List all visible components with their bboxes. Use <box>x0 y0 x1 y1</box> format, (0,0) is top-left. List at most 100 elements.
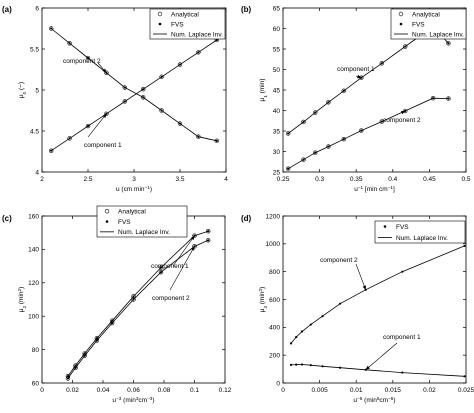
y-tick-label: 120 <box>28 280 39 287</box>
y-tick-label: 35 <box>273 128 281 135</box>
x-tick-label: 0.005 <box>311 387 328 394</box>
legend-marker-fvs <box>158 22 162 26</box>
annotation-arrowhead <box>357 74 362 79</box>
annotation-label: component 1 <box>337 66 375 73</box>
data-point-analytical <box>341 137 346 142</box>
y-tick-label: 5 <box>35 87 39 94</box>
y-axis-label: μ1 (min) <box>259 79 268 102</box>
data-point-fvs <box>123 86 126 89</box>
annotation-arrowhead <box>102 68 107 73</box>
data-point-analytical <box>341 88 346 94</box>
data-point-analytical <box>104 111 109 116</box>
panel-label: (c) <box>2 214 12 223</box>
panel-b: (b) 0.25 0.3 0.35 0.4 0.45 0.5 25 30 35 40 45 50 55 60… <box>241 5 471 193</box>
data-point-analytical <box>177 62 183 67</box>
data-point-fvs <box>159 271 163 274</box>
legend: Analytical FVS Num. Laplace Inv. <box>96 205 188 238</box>
annotation-arrowhead <box>400 110 406 115</box>
legend-box <box>374 220 466 244</box>
y-tick-label: 40 <box>273 108 281 115</box>
data-point-fvs <box>342 138 345 141</box>
panel-label: (b) <box>241 5 252 14</box>
data-point-analytical <box>158 265 164 270</box>
x-tick-label: 0.02 <box>423 387 436 394</box>
legend-label: Num. Laplace Inv. <box>118 229 170 236</box>
annotation-arrowhead <box>365 365 370 370</box>
data-point-fvs <box>207 230 210 233</box>
y-tick-label: 160 <box>28 213 39 220</box>
y-tick-label: 1200 <box>266 213 281 220</box>
x-tick-label: 0.04 <box>97 387 110 394</box>
data-point-fvs <box>86 124 90 128</box>
data-point-fvs <box>380 120 383 123</box>
legend-label: Num. Laplace Inv. <box>396 235 448 242</box>
data-point-analytical <box>159 74 164 80</box>
data-point-fvs <box>74 366 77 369</box>
y-tick-label: 200 <box>269 352 280 359</box>
data-point-analytical <box>48 26 54 31</box>
data-point-analytical <box>73 365 78 371</box>
series-line-2 <box>50 28 217 142</box>
series-line-2 <box>291 364 465 377</box>
annotation-arrow <box>355 263 366 290</box>
panel-a: (a) 2 2.5 3 3.5 4 4 4.5 5 5.5 6 u (cm min−1) μ0 (−) c… <box>2 5 228 193</box>
data-point-fvs <box>300 363 304 366</box>
annotation-arrowhead <box>191 246 195 251</box>
data-point-fvs <box>160 75 163 78</box>
data-point-analytical <box>159 108 164 113</box>
data-point-fvs <box>295 363 298 366</box>
y-tick-label: 60 <box>273 26 281 33</box>
data-point-fvs <box>380 62 383 65</box>
data-point-fvs <box>50 27 53 30</box>
data-point-fvs <box>302 120 305 124</box>
data-point-analytical <box>446 41 451 46</box>
data-point-analytical <box>313 110 318 115</box>
legend-label: Num. Laplace Inv. <box>171 31 223 38</box>
data-point-analytical <box>104 70 109 75</box>
data-point-analytical <box>67 136 72 141</box>
data-point-fvs <box>342 89 345 92</box>
data-point-fvs <box>86 56 90 60</box>
data-point-analytical <box>403 108 408 114</box>
legend: FVS Num. Laplace Inv. <box>374 220 466 244</box>
series-line-1 <box>67 230 209 377</box>
y-tick-label: 800 <box>269 269 280 276</box>
annotation-label: component 1 <box>151 263 189 270</box>
data-point-fvs <box>338 366 342 369</box>
legend-label: FVS <box>412 21 425 28</box>
legend-label: Analytical <box>118 208 146 215</box>
data-point-fvs <box>159 266 163 269</box>
data-point-fvs <box>123 100 126 103</box>
data-point-fvs <box>314 151 317 154</box>
y-tick-label: 400 <box>269 325 280 332</box>
data-point-analytical <box>177 121 183 126</box>
x-tick-label: 0.1 <box>190 387 199 394</box>
y-tick-label: 45 <box>273 87 281 94</box>
data-point-fvs <box>401 371 404 374</box>
data-point-fvs <box>142 88 145 91</box>
data-point-analytical <box>85 55 91 61</box>
data-point-fvs <box>215 139 218 142</box>
data-point-analytical <box>326 144 331 149</box>
data-point-fvs <box>287 132 290 135</box>
data-point-fvs <box>160 109 163 112</box>
data-point-analytical <box>214 138 220 144</box>
panel-c: (c) 0 0.02 0.04 0.06 0.08 0.1 0.12 60 80 100 120 140… <box>2 205 232 404</box>
data-point-analytical <box>301 119 306 125</box>
data-point-analytical <box>206 228 211 234</box>
data-point-fvs <box>83 354 86 357</box>
legend: Analytical FVS Num. Laplace Inv. <box>149 8 226 40</box>
annotation-arrowhead <box>362 285 366 290</box>
x-tick-label: 0.01 <box>350 387 363 394</box>
data-point-analytical <box>196 50 201 55</box>
data-point-analytical <box>141 86 146 92</box>
x-tick-label: 3.5 <box>175 176 184 183</box>
data-point-fvs <box>447 42 450 45</box>
panel-d: (d) 0 0.005 0.01 0.015 0.02 0.025 0 200 400 600 800… <box>241 213 474 404</box>
x-tick-label: 0.015 <box>385 387 402 394</box>
legend-label: FVS <box>171 21 184 28</box>
data-point-analytical <box>109 320 115 326</box>
data-point-fvs <box>289 363 293 367</box>
legend-marker-fvs <box>105 220 109 223</box>
data-point-analytical <box>379 119 385 124</box>
